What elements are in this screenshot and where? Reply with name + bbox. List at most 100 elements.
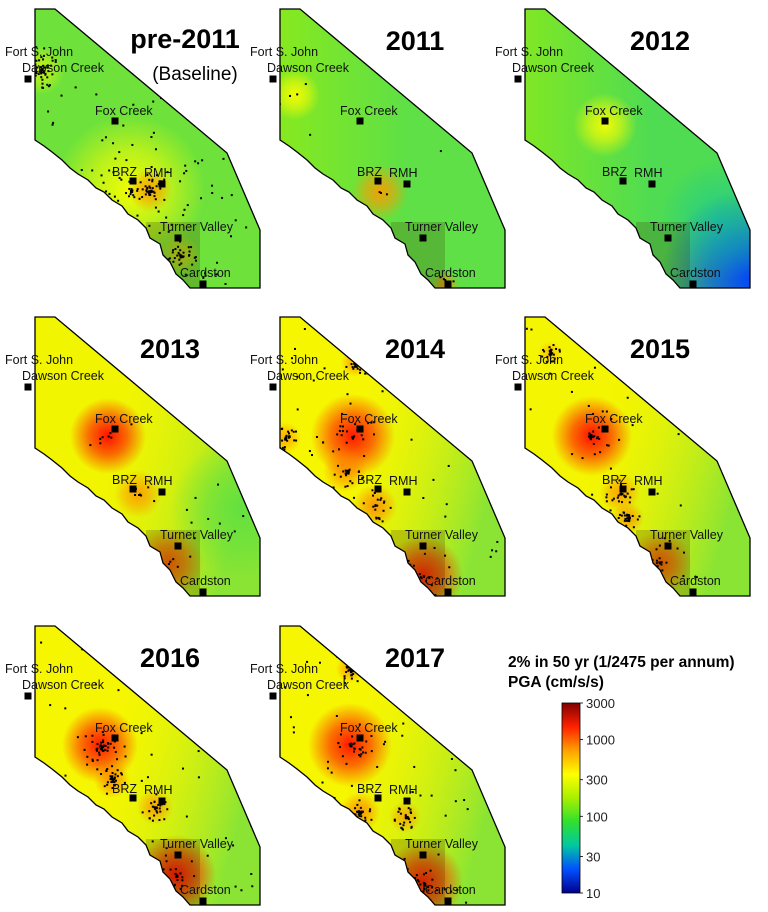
event-dot bbox=[445, 503, 448, 506]
event-dot bbox=[151, 187, 154, 190]
city-marker bbox=[403, 488, 411, 496]
event-dot bbox=[151, 805, 154, 808]
event-dot bbox=[346, 430, 349, 433]
event-dot bbox=[322, 441, 325, 444]
event-dot bbox=[96, 749, 99, 752]
event-dot bbox=[104, 744, 107, 747]
event-dot bbox=[35, 892, 38, 895]
city-label: Dawson Creek bbox=[267, 369, 350, 383]
event-dot bbox=[144, 193, 147, 196]
event-dot bbox=[182, 214, 185, 217]
event-dot bbox=[193, 875, 196, 878]
event-dot bbox=[308, 450, 311, 453]
event-dot bbox=[401, 734, 404, 737]
city-marker bbox=[129, 177, 137, 185]
event-dot bbox=[616, 496, 619, 499]
event-dot bbox=[301, 576, 304, 579]
event-dot bbox=[116, 769, 119, 772]
event-dot bbox=[360, 434, 363, 437]
event-dot bbox=[35, 59, 38, 62]
event-dot bbox=[414, 877, 417, 880]
event-dot bbox=[411, 791, 414, 794]
event-dot bbox=[452, 280, 455, 283]
city-label: RMH bbox=[389, 783, 417, 797]
map-panel-2016: Fort S. John Dawson Creek Fox Creek BRZ RMH T… bbox=[5, 625, 261, 906]
event-dot bbox=[729, 359, 732, 362]
event-dot bbox=[618, 438, 621, 441]
event-dot bbox=[159, 804, 162, 807]
event-dot bbox=[111, 765, 114, 768]
event-dot bbox=[293, 439, 296, 442]
event-dot bbox=[418, 600, 420, 602]
event-dot bbox=[449, 327, 452, 330]
event-dot bbox=[113, 746, 116, 749]
event-dot bbox=[360, 753, 363, 756]
event-dot bbox=[404, 883, 407, 886]
event-dot bbox=[38, 59, 41, 62]
city-label: Dawson Creek bbox=[512, 369, 595, 383]
event-dot bbox=[292, 726, 295, 729]
event-dot bbox=[80, 169, 83, 172]
event-dot bbox=[114, 750, 117, 753]
event-dot bbox=[356, 367, 359, 370]
event-dot bbox=[40, 72, 43, 75]
event-dot bbox=[171, 251, 174, 254]
panel-title: 2017 bbox=[385, 643, 445, 673]
event-dot bbox=[172, 260, 175, 263]
event-dot bbox=[104, 748, 107, 751]
colorbar-tick-label: 3000 bbox=[586, 696, 615, 711]
event-dot bbox=[475, 407, 478, 410]
event-dot bbox=[59, 543, 62, 546]
event-dot bbox=[323, 367, 326, 370]
event-dot bbox=[628, 501, 631, 504]
event-dot bbox=[550, 360, 553, 363]
event-dot bbox=[32, 83, 34, 85]
event-dot bbox=[571, 453, 574, 456]
event-dot bbox=[491, 549, 494, 552]
event-dot bbox=[51, 73, 54, 76]
city-label: Cardston bbox=[425, 266, 476, 280]
event-dot bbox=[351, 670, 354, 673]
event-dot bbox=[222, 370, 225, 373]
event-dot bbox=[352, 659, 355, 662]
event-dot bbox=[52, 121, 55, 124]
city-marker bbox=[689, 588, 697, 596]
event-dot bbox=[369, 808, 372, 811]
event-dot bbox=[187, 246, 190, 249]
event-dot bbox=[222, 157, 225, 160]
event-dot bbox=[605, 410, 608, 413]
event-dot bbox=[398, 808, 401, 811]
event-dot bbox=[190, 860, 193, 863]
event-dot bbox=[101, 731, 104, 734]
city-label: Fort S. John bbox=[495, 45, 563, 59]
event-dot bbox=[159, 187, 162, 190]
event-dot bbox=[618, 479, 621, 482]
city-marker bbox=[129, 485, 137, 493]
event-dot bbox=[140, 779, 143, 782]
event-dot bbox=[351, 901, 354, 904]
event-dot bbox=[103, 785, 106, 788]
event-dot bbox=[347, 669, 350, 672]
event-dot bbox=[359, 812, 362, 815]
city-marker bbox=[129, 794, 137, 802]
event-dot bbox=[609, 486, 612, 489]
event-dot bbox=[217, 120, 220, 123]
event-dot bbox=[364, 819, 367, 822]
event-dot bbox=[146, 173, 149, 176]
event-dot bbox=[315, 435, 318, 438]
event-dot bbox=[349, 480, 352, 483]
event-dot bbox=[550, 348, 553, 351]
event-dot bbox=[39, 848, 42, 851]
event-dot bbox=[525, 327, 528, 330]
event-dot bbox=[558, 350, 561, 353]
event-dot bbox=[289, 866, 292, 869]
city-label: Fox Creek bbox=[340, 412, 398, 426]
event-dot bbox=[110, 776, 113, 779]
event-dot bbox=[39, 66, 42, 69]
event-dot bbox=[378, 517, 381, 520]
event-dot bbox=[345, 474, 348, 477]
event-dot bbox=[618, 340, 621, 343]
city-marker bbox=[199, 588, 207, 596]
event-dot bbox=[295, 439, 298, 442]
city-label: Turner Valley bbox=[160, 528, 234, 542]
